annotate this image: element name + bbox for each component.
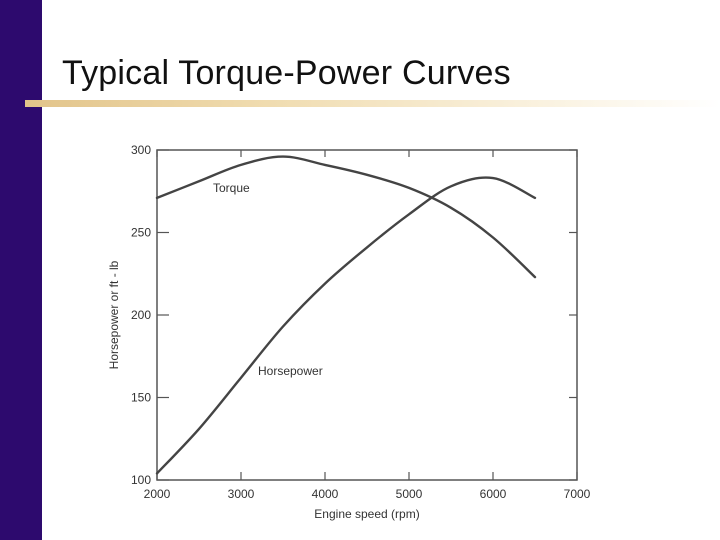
series-line-horsepower <box>155 176 537 475</box>
x-tick-label: 7000 <box>564 487 591 501</box>
curves-layer <box>155 155 537 475</box>
y-tick-label: 300 <box>131 143 151 157</box>
series-label-torque: Torque <box>213 181 250 195</box>
plot-frame <box>156 149 578 481</box>
x-axis: 2000 3000 4000 5000 6000 7000 <box>144 150 591 501</box>
x-tick-label: 4000 <box>312 487 339 501</box>
x-tick-label: 6000 <box>480 487 507 501</box>
x-tick-label: 5000 <box>396 487 423 501</box>
y-axis-title: Horsepower or ft - lb <box>107 260 121 369</box>
y-tick-label: 100 <box>131 473 151 487</box>
side-accent-bar <box>0 0 42 540</box>
x-tick-label: 2000 <box>144 487 171 501</box>
title-underline <box>25 100 720 107</box>
y-tick-label: 150 <box>131 391 151 405</box>
series-line-torque <box>155 155 537 279</box>
series-label-horsepower: Horsepower <box>258 364 323 378</box>
y-axis: 100 150 200 250 300 <box>131 143 577 487</box>
x-tick-label: 3000 <box>228 487 255 501</box>
y-tick-label: 200 <box>131 308 151 322</box>
x-axis-title: Engine speed (rpm) <box>314 507 419 521</box>
y-tick-label: 250 <box>131 226 151 240</box>
slide-title: Typical Torque-Power Curves <box>62 54 511 92</box>
